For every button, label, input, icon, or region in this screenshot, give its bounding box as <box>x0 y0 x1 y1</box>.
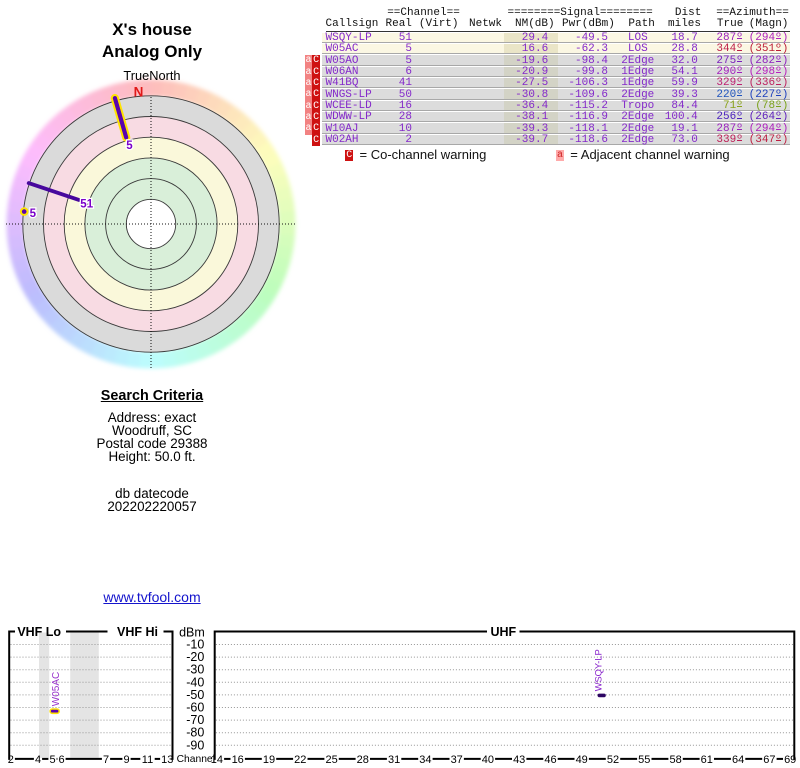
svg-text:61: 61 <box>701 754 713 766</box>
svg-text:52: 52 <box>607 754 619 766</box>
svg-text:-30: -30 <box>186 663 204 677</box>
svg-text:UHF: UHF <box>490 625 516 639</box>
svg-text:25: 25 <box>325 754 337 766</box>
svg-text:67: 67 <box>763 754 775 766</box>
svg-text:Channel: Channel <box>177 754 215 765</box>
svg-text:34: 34 <box>419 754 431 766</box>
svg-text:-60: -60 <box>186 701 204 715</box>
svg-text:43: 43 <box>513 754 525 766</box>
svg-text:28: 28 <box>357 754 369 766</box>
svg-text:13: 13 <box>161 754 173 766</box>
svg-text:40: 40 <box>482 754 494 766</box>
svg-text:22: 22 <box>294 754 306 766</box>
svg-text:-50: -50 <box>186 688 204 702</box>
svg-text:5: 5 <box>126 140 133 152</box>
svg-text:55: 55 <box>638 754 650 766</box>
svg-text:2: 2 <box>8 754 14 766</box>
svg-text:31: 31 <box>388 754 400 766</box>
svg-text:64: 64 <box>732 754 744 766</box>
svg-text:19: 19 <box>263 754 275 766</box>
svg-text:69: 69 <box>784 754 796 766</box>
svg-text:16: 16 <box>232 754 244 766</box>
svg-text:6: 6 <box>58 754 64 766</box>
svg-text:dBm: dBm <box>179 626 205 640</box>
svg-text:5: 5 <box>49 754 55 766</box>
svg-text:49: 49 <box>576 754 588 766</box>
svg-text:W05AC: W05AC <box>51 672 62 706</box>
svg-text:7: 7 <box>103 754 109 766</box>
svg-text:-20: -20 <box>186 650 204 664</box>
svg-text:9: 9 <box>123 754 129 766</box>
svg-text:-10: -10 <box>186 638 204 652</box>
svg-text:-40: -40 <box>186 675 204 689</box>
svg-text:VHF Hi: VHF Hi <box>117 625 158 639</box>
svg-text:14: 14 <box>211 754 223 766</box>
svg-text:WSQY-LP: WSQY-LP <box>594 649 604 691</box>
svg-text:-90: -90 <box>186 738 204 752</box>
svg-text:51: 51 <box>80 199 93 211</box>
svg-text:37: 37 <box>451 754 463 766</box>
svg-text:N: N <box>134 84 144 99</box>
svg-text:5: 5 <box>30 208 37 220</box>
svg-text:VHF Lo: VHF Lo <box>17 625 61 639</box>
svg-text:-70: -70 <box>186 713 204 727</box>
svg-text:11: 11 <box>142 754 153 766</box>
svg-text:58: 58 <box>669 754 681 766</box>
svg-text:-80: -80 <box>186 726 204 740</box>
svg-text:46: 46 <box>544 754 556 766</box>
svg-text:4: 4 <box>35 754 41 766</box>
